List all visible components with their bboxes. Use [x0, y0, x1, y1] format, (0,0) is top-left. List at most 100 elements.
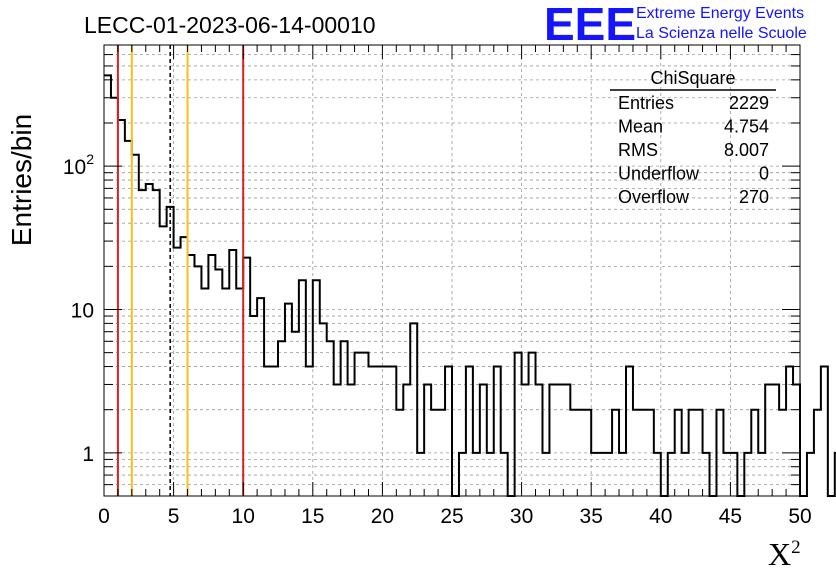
x-tick-label: 15	[301, 505, 324, 528]
histogram-bin	[201, 289, 208, 496]
histogram-bin	[723, 453, 730, 496]
histogram-bin	[403, 384, 410, 496]
y-tick-label-base: 10	[63, 156, 86, 179]
x-tick-label: 25	[440, 505, 463, 528]
histogram-bin	[132, 155, 139, 496]
histogram-bin	[327, 341, 334, 496]
logo-line1: Extreme Energy Events	[636, 5, 804, 22]
histogram-bin	[355, 353, 362, 496]
histogram-bin	[229, 250, 236, 496]
histogram-bin	[111, 98, 118, 496]
x-axis-label-base: X	[768, 536, 791, 572]
histogram-bin	[362, 353, 369, 496]
histogram-bin	[549, 384, 556, 496]
histogram-bin	[612, 410, 619, 496]
x-axis-label-superscript: 2	[791, 537, 801, 558]
histogram-bin	[821, 367, 828, 496]
histogram-bin	[348, 384, 355, 496]
histogram-bin	[341, 341, 348, 496]
histogram-bin	[250, 316, 257, 496]
x-tick-label: 20	[371, 505, 394, 528]
histogram-bin	[125, 141, 132, 496]
x-tick-label: 45	[719, 505, 742, 528]
logo-mark: EEE	[544, 0, 636, 50]
histogram-bin	[382, 367, 389, 496]
histogram-bin	[529, 353, 536, 496]
axis-ticks	[103, 44, 801, 497]
histogram-bin	[139, 190, 146, 496]
histogram-bin	[215, 270, 222, 496]
histogram-bin	[577, 410, 584, 496]
histogram-bin	[696, 410, 703, 496]
chart-title: LECC-01-2023-06-14-00010	[84, 12, 376, 38]
stats-row-value: 0	[759, 164, 769, 184]
histogram-bin	[730, 453, 737, 496]
histogram-bin	[542, 453, 549, 496]
histogram-bin	[605, 453, 612, 496]
y-tick-label: 102	[63, 151, 94, 179]
histogram-bin	[668, 453, 675, 496]
histogram-bin	[814, 410, 821, 496]
histogram-bin	[480, 384, 487, 496]
stats-title: ChiSquare	[650, 68, 735, 88]
histogram-bin	[306, 367, 313, 496]
histogram-bin	[619, 453, 626, 496]
histogram-bin	[570, 410, 577, 496]
histogram-bin	[257, 298, 264, 496]
histogram-bin	[473, 453, 480, 496]
histogram-bin	[807, 453, 814, 496]
x-tick-label: 10	[232, 505, 255, 528]
stats-row-label: Entries	[618, 93, 674, 113]
histogram-bin	[299, 280, 306, 496]
stats-row-label: Underflow	[618, 164, 700, 184]
y-tick-label-base: 10	[71, 299, 94, 322]
histogram-bin	[515, 353, 522, 496]
x-tick-labels: 0 5 10 15 20 25 30 35 40 45 50	[98, 505, 812, 528]
stats-rows: Entries 2229 Mean 4.754 RMS 8.007 Underflow 0 Ov…	[618, 93, 769, 207]
histogram-bin	[320, 323, 327, 496]
histogram-bin	[264, 367, 271, 496]
histogram-bin	[153, 190, 160, 496]
histogram-bin	[584, 410, 591, 496]
histogram-bin	[459, 453, 466, 496]
histogram-bin	[368, 367, 375, 496]
histogram-bin	[194, 266, 201, 496]
histogram-bin	[236, 289, 243, 496]
histogram-bin	[160, 226, 167, 496]
histogram-bin	[208, 255, 215, 496]
histogram-bin	[292, 332, 299, 496]
histogram-bin	[640, 410, 647, 496]
histogram-bin	[424, 384, 431, 496]
histogram-bin	[682, 453, 689, 496]
eee-logo: EEE Extreme Energy Events La Scienza nel…	[544, 0, 807, 50]
histogram-bin	[181, 237, 188, 496]
histogram-bin	[375, 367, 382, 496]
stats-box: ChiSquare Entries 2229 Mean 4.754 RMS 8.007 Un…	[610, 68, 776, 207]
x-tick-label: 0	[98, 505, 110, 528]
histogram-bin	[445, 367, 452, 496]
y-axis-label: Entries/bin	[6, 114, 37, 246]
histogram-bin	[536, 384, 543, 496]
histogram-bin	[675, 410, 682, 496]
histogram-bin	[751, 410, 758, 496]
y-tick-label-base: 1	[82, 443, 94, 466]
histogram-bin	[522, 384, 529, 496]
x-axis-label: X2	[768, 536, 801, 572]
histogram-bin	[313, 280, 320, 496]
histogram-bin	[501, 453, 508, 496]
stats-row-label: Overflow	[618, 187, 690, 207]
histogram-bin	[598, 453, 605, 496]
histogram-bin	[716, 410, 723, 496]
histogram-bin	[591, 453, 598, 496]
histogram-bin	[466, 367, 473, 496]
logo-line2: La Scienza nelle Scuole	[636, 25, 807, 42]
histogram-bin	[633, 410, 640, 496]
histogram-bin	[765, 384, 772, 496]
histogram-bin	[689, 410, 696, 496]
histogram-bin	[222, 289, 229, 496]
histogram-bin	[626, 367, 633, 496]
stats-row-label: Mean	[618, 117, 663, 137]
y-tick-label-superscript: 2	[86, 151, 94, 167]
